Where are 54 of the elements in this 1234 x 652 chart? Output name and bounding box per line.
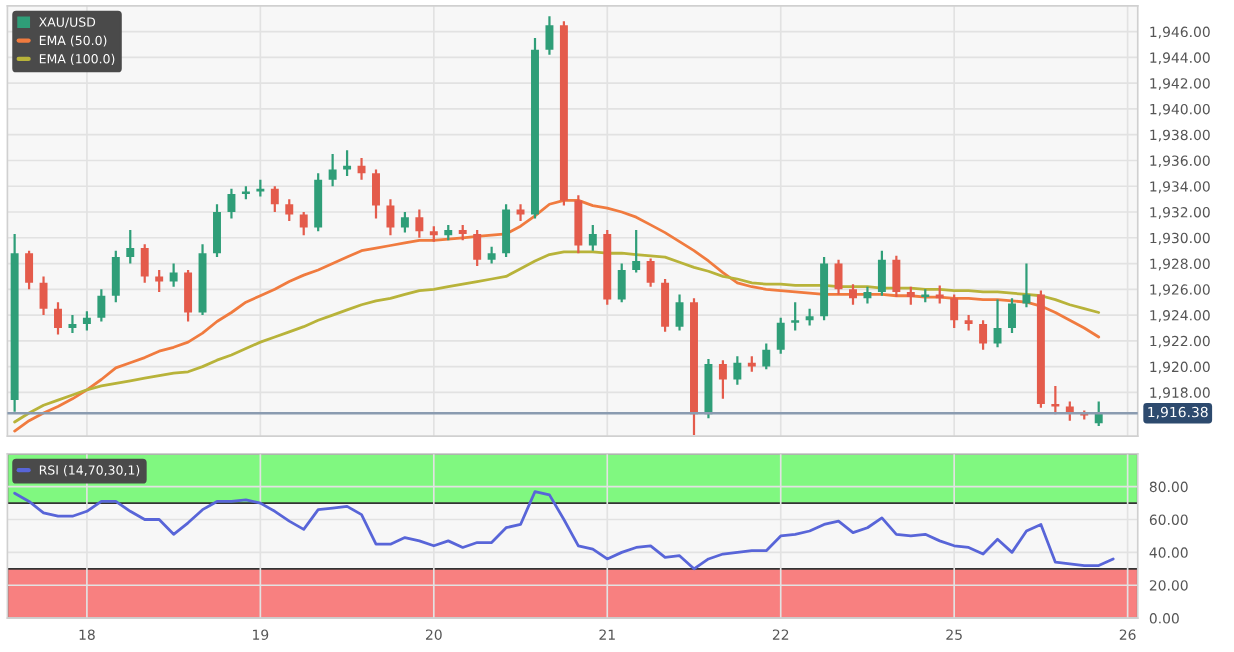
candlestick: [285, 198, 294, 223]
candlestick: [762, 342, 771, 371]
candlestick: [97, 288, 106, 323]
candlestick: [155, 268, 164, 293]
candlestick: [400, 210, 409, 234]
candlestick: [415, 208, 424, 239]
candlestick: [950, 293, 959, 330]
candlestick: [314, 172, 323, 233]
candlestick: [935, 284, 944, 305]
line-series: [13, 199, 1101, 433]
candlestick: [25, 249, 34, 291]
candlestick: [328, 152, 337, 188]
candlestick: [892, 254, 901, 299]
candlestick: [357, 156, 366, 181]
line-series: [13, 250, 1101, 424]
candlestick: [979, 319, 988, 351]
candlestick: [993, 298, 1002, 349]
candlestick: [227, 187, 236, 220]
candlestick: [184, 268, 193, 323]
candlestick: [776, 316, 785, 355]
candlestick: [617, 262, 626, 304]
line-series: [13, 490, 1115, 571]
candlestick: [68, 313, 77, 335]
candlestick: [733, 355, 742, 386]
candlestick: [906, 285, 915, 306]
candlestick: [646, 257, 655, 288]
candlestick: [140, 243, 149, 284]
candlestick: [39, 275, 48, 317]
candlestick: [372, 168, 380, 220]
candlestick: [849, 283, 857, 306]
candlestick: [545, 15, 554, 56]
candlestick: [169, 262, 178, 288]
candlestick: [718, 359, 727, 400]
candlestick: [502, 203, 511, 259]
candlestick: [82, 310, 91, 332]
candlestick: [270, 185, 279, 214]
candlestick: [661, 277, 670, 333]
candlestick: [632, 228, 641, 274]
candlestick: [675, 293, 684, 332]
candlestick: [588, 223, 597, 252]
candlestick: [473, 228, 482, 268]
candlestick: [834, 258, 843, 296]
candlestick: [791, 301, 800, 332]
candlestick: [54, 301, 62, 336]
candlestick: [1008, 297, 1016, 335]
candlestick: [386, 198, 395, 237]
candlestick: [574, 194, 583, 255]
candlestick: [877, 249, 886, 297]
candlestick: [1022, 262, 1031, 309]
candlestick: [213, 203, 221, 259]
candlestick: [111, 249, 120, 304]
candlestick: [1051, 384, 1060, 416]
candlestick: [299, 210, 308, 237]
candlestick: [126, 228, 135, 265]
